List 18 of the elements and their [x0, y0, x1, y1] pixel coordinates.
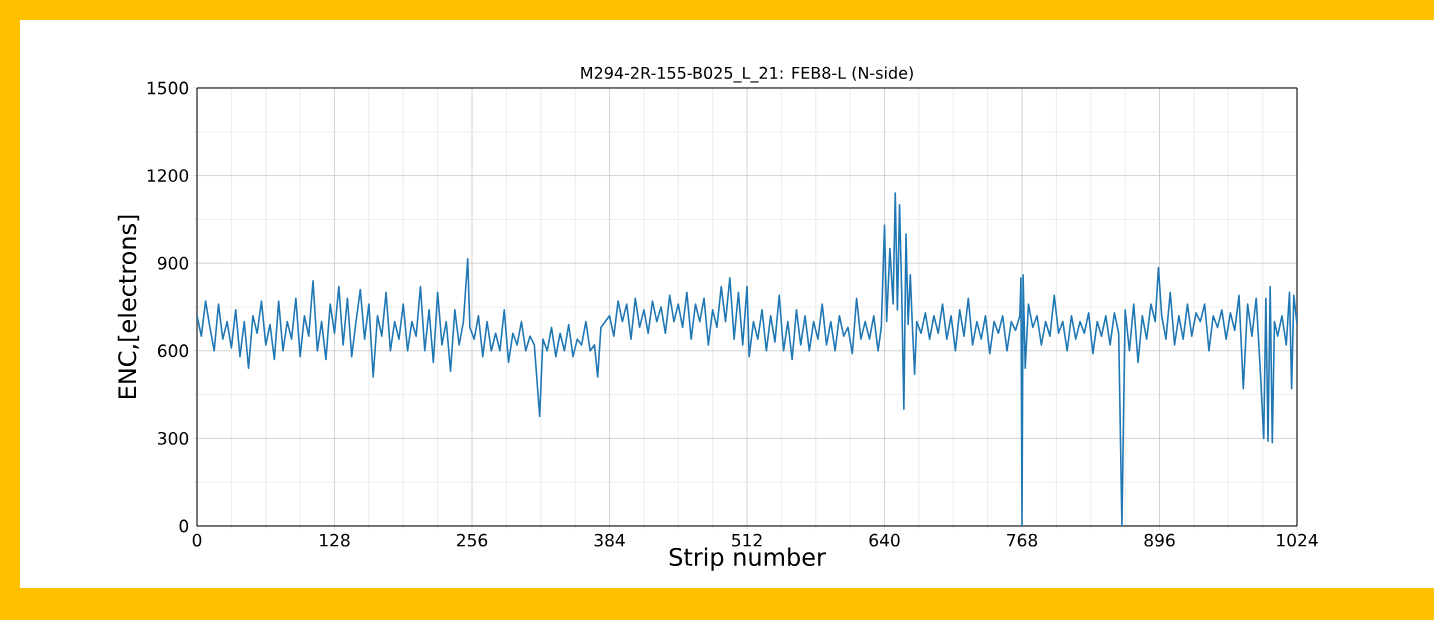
y-tick-label: 0	[179, 519, 189, 533]
y-tick-label: 1200	[147, 169, 189, 183]
x-tick-label: 640	[869, 533, 900, 547]
y-tick-label: 1500	[147, 81, 189, 95]
x-axis-title: Strip number	[669, 547, 826, 571]
y-axis-title: ENC,[electrons]	[117, 215, 140, 399]
x-tick-label: 1024	[1277, 533, 1318, 547]
x-tick-label: 896	[1144, 533, 1175, 547]
y-tick-label: 600	[157, 344, 189, 358]
y-tick-label: 900	[157, 256, 189, 270]
x-tick-label: 512	[732, 533, 762, 547]
x-tick-label: 128	[320, 533, 350, 547]
x-tick-label: 256	[457, 533, 488, 547]
x-tick-label: 0	[192, 533, 202, 547]
x-tick-label: 384	[594, 533, 625, 547]
y-tick-label: 300	[158, 431, 189, 445]
x-tick-label: 768	[1007, 533, 1038, 547]
chart-title: M294-2R-155-B025_L_21: FEB8-L (N-side)	[581, 66, 913, 83]
